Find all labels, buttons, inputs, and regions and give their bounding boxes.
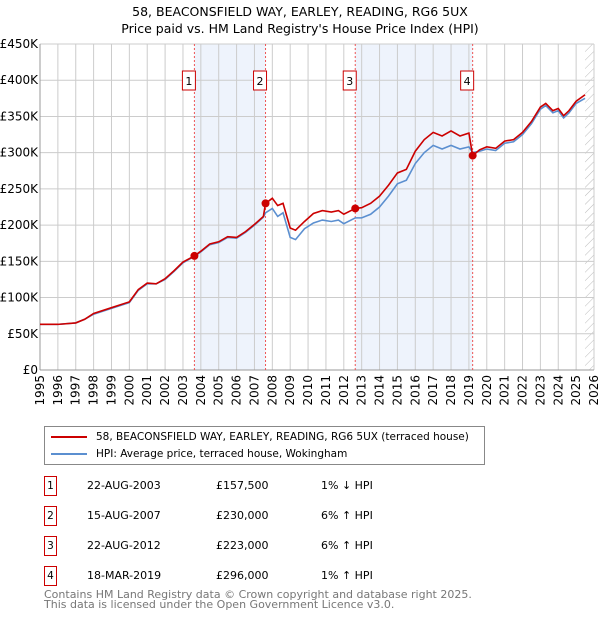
- y-tick-label: £0: [23, 363, 38, 377]
- x-tick-label: 2011: [319, 375, 333, 406]
- legend-red-label: 58, BEACONSFIELD WAY, EARLEY, READING, R…: [96, 431, 469, 443]
- footer: Contains HM Land Registry data © Crown c…: [44, 588, 472, 611]
- footer-line-1: Contains HM Land Registry data © Crown c…: [44, 588, 472, 601]
- price-paid-line: [40, 94, 586, 326]
- x-tick-label: 2002: [158, 375, 172, 406]
- transaction-date: 18-MAR-2019: [87, 569, 162, 582]
- x-tick-label: 2010: [301, 375, 315, 406]
- y-tick-label: £150K: [0, 254, 39, 268]
- chart-subtitle: Price paid vs. HM Land Registry's House …: [121, 21, 479, 36]
- x-tick-label: 2024: [551, 375, 565, 406]
- sale-label: 1: [185, 75, 192, 88]
- transaction-number: 1: [44, 476, 57, 496]
- sale-point: [190, 251, 199, 260]
- sale-point: [261, 199, 270, 208]
- sale-label-box: [253, 70, 268, 91]
- sale-label: 4: [464, 75, 471, 88]
- shaded-range: [194, 44, 266, 370]
- x-tick-label: 2009: [283, 375, 297, 406]
- chart-title: 58, BEACONSFIELD WAY, EARLEY, READING, R…: [132, 4, 468, 19]
- x-tick-label: 2019: [462, 375, 476, 406]
- y-tick-label: £350K: [0, 109, 39, 123]
- x-tick-label: 2013: [355, 375, 369, 406]
- x-tick-label: 2026: [587, 375, 600, 406]
- x-tick-label: 2021: [498, 375, 512, 406]
- x-tick-label: 2023: [533, 375, 547, 406]
- y-tick-label: £450K: [0, 37, 39, 51]
- x-tick-label: 2025: [569, 375, 583, 406]
- legend-red-line: [51, 436, 87, 438]
- transaction-number: 4: [44, 566, 57, 586]
- transaction-price: £223,000: [216, 539, 269, 552]
- x-tick-label: 2007: [247, 375, 261, 406]
- x-tick-label: 1995: [33, 375, 47, 406]
- x-tick-label: 1997: [69, 375, 83, 406]
- y-tick-label: £400K: [0, 73, 39, 87]
- x-tick-label: 2014: [373, 375, 387, 406]
- y-tick-label: £250K: [0, 182, 39, 196]
- shaded-range: [355, 44, 473, 370]
- x-tick-label: 2012: [337, 375, 351, 406]
- transaction-price: £230,000: [216, 509, 269, 522]
- future-hatch: [585, 44, 594, 370]
- x-tick-label: 1999: [104, 375, 118, 406]
- transaction-date: 15-AUG-2007: [87, 509, 161, 522]
- y-tick-label: £100K: [0, 291, 39, 305]
- x-tick-label: 2008: [265, 375, 279, 406]
- x-tick-label: 2018: [444, 375, 458, 406]
- transaction-hpi: 6% ↑ HPI: [321, 539, 373, 552]
- sale-point: [351, 204, 360, 213]
- x-tick-label: 2005: [212, 375, 226, 406]
- x-tick-label: 2001: [140, 375, 154, 406]
- transaction-hpi: 6% ↑ HPI: [321, 509, 373, 522]
- x-tick-label: 2000: [122, 375, 136, 406]
- sale-label-box: [460, 70, 475, 91]
- transaction-price: £157,500: [216, 479, 269, 492]
- transaction-date: 22-AUG-2012: [87, 539, 161, 552]
- price-chart: 1995 1996 1997 1998 1999 2000 2001 2002 2003 2004…: [0, 37, 600, 406]
- transaction-number: 3: [44, 536, 57, 556]
- legend-blue-line: [51, 453, 87, 455]
- sale-label: 2: [257, 75, 264, 88]
- transaction-date: 22-AUG-2003: [87, 479, 161, 492]
- x-tick-label: 2004: [194, 375, 208, 406]
- sale-point: [468, 151, 477, 160]
- transaction-hpi: 1% ↑ HPI: [321, 569, 373, 582]
- y-tick-label: £300K: [0, 146, 39, 160]
- x-tick-label: 1996: [51, 375, 65, 406]
- y-tick-label: £200K: [0, 218, 39, 232]
- transaction-number: 2: [44, 506, 57, 526]
- x-tick-label: 2017: [426, 375, 440, 406]
- transaction-price: £296,000: [216, 569, 269, 582]
- sale-label: 3: [346, 75, 353, 88]
- x-tick-label: 1998: [87, 375, 101, 406]
- x-tick-label: 2015: [390, 375, 404, 406]
- x-tick-label: 2006: [230, 375, 244, 406]
- sale-label-box: [181, 70, 196, 91]
- transaction-hpi: 1% ↓ HPI: [321, 479, 373, 492]
- x-tick-label: 2022: [516, 375, 530, 406]
- x-tick-label: 2016: [408, 375, 422, 406]
- sale-label-box: [342, 70, 357, 91]
- legend: 58, BEACONSFIELD WAY, EARLEY, READING, R…: [44, 426, 485, 465]
- hpi-line: [40, 97, 586, 326]
- y-tick-label: £50K: [7, 327, 39, 341]
- x-tick-label: 2020: [480, 375, 494, 406]
- x-tick-label: 2003: [176, 375, 190, 406]
- legend-blue-label: HPI: Average price, terraced house, Woki…: [96, 448, 348, 460]
- footer-line-2: This data is licensed under the Open Gov…: [44, 598, 395, 611]
